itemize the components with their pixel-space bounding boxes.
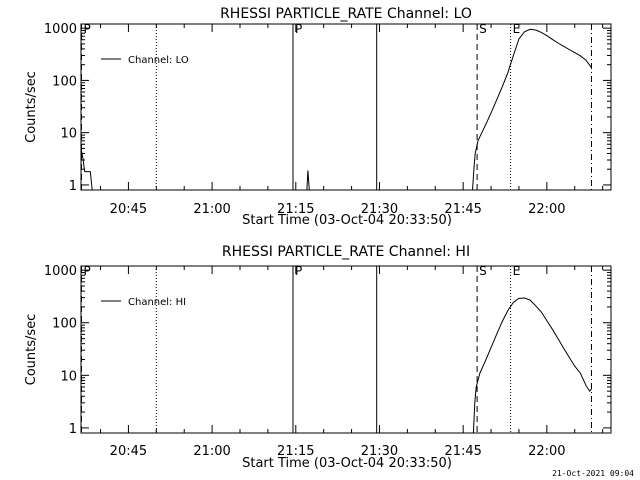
event-marker-label: P [295,264,302,278]
x-tick-label: 22:00 [528,202,565,217]
event-marker-label: S [479,264,487,278]
chart-title: RHESSI PARTICLE_RATE Channel: HI [222,244,470,260]
y-axis: 1 10 100 1000 [44,22,611,194]
y-tick-label: 1 [69,179,77,194]
event-marker-label: P [83,22,90,36]
chart-title: RHESSI PARTICLE_RATE Channel: LO [220,6,472,22]
y-axis: 1 10 100 1000 [44,264,611,437]
x-tick-label: 21:15 [277,202,314,217]
y-tick-label: 10 [60,369,77,384]
event-marker-label: P [83,264,90,278]
x-axis-label: Start Time (03-Oct-04 20:33:50) [242,456,452,471]
x-axis-label: Start Time (03-Oct-04 20:33:50) [242,213,452,228]
data-series [472,297,592,433]
y-tick-label: 100 [52,317,77,332]
data-series [81,28,592,190]
series-line [472,297,592,433]
x-tick-label: 21:30 [361,202,398,217]
x-axis: 20:45 21:00 21:15 21:30 21:45 22:00 [100,266,604,459]
series-line [472,28,592,190]
event-markers [81,24,592,190]
y-axis-label: Counts/sec [24,314,39,386]
x-tick-label: 21:00 [193,202,230,217]
event-marker-label: E [513,22,521,36]
y-tick-label: 10 [60,127,77,142]
x-tick-label: 21:45 [444,202,481,217]
y-tick-label: 1000 [44,264,77,279]
legend-label: Channel: HI [128,297,186,308]
x-tick-label: 20:45 [110,444,147,459]
x-tick-label: 21:45 [444,444,481,459]
x-tick-label: 20:45 [110,202,147,217]
y-tick-label: 1000 [44,22,77,37]
event-marker-label: E [513,264,521,278]
series-line [306,170,310,190]
chart-panel-1: RHESSI PARTICLE_RATE Channel: HI 1 10 100 10… [24,244,612,471]
event-marker-label: P [295,22,302,36]
y-tick-label: 1 [69,422,77,437]
event-markers [81,266,592,433]
x-tick-label: 21:30 [361,444,398,459]
x-axis: 20:45 21:00 21:15 21:30 21:45 22:00 [100,24,604,217]
plot-frame [80,265,612,434]
legend: Channel: LO [101,55,189,66]
plot-frame [80,23,612,191]
x-tick-label: 21:00 [193,444,230,459]
footer-timestamp: 21-Oct-2021 09:04 [552,469,634,478]
chart-panel-0: RHESSI PARTICLE_RATE Channel: LO 1 10 100 10… [24,6,612,228]
series-line [81,148,93,190]
legend: Channel: HI [101,297,186,308]
x-tick-label: 22:00 [528,444,565,459]
y-axis-label: Counts/sec [24,71,39,143]
event-marker-label: S [479,22,487,36]
y-tick-label: 100 [52,74,77,89]
legend-label: Channel: LO [128,55,189,66]
x-tick-label: 21:15 [277,444,314,459]
